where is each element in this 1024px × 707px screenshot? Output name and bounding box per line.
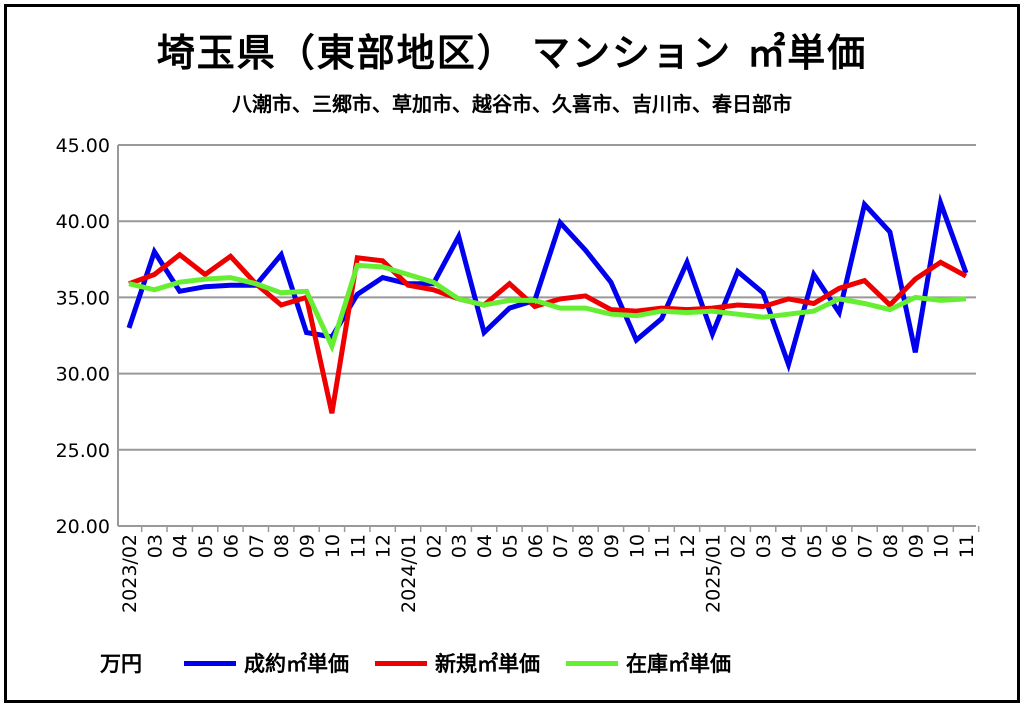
x-tick-label: 08	[880, 534, 902, 558]
legend-item: 新規㎡単価	[375, 648, 540, 678]
legend-label: 新規㎡単価	[435, 652, 540, 676]
x-tick-label: 06	[829, 534, 851, 558]
x-tick-label: 06	[220, 534, 242, 558]
x-tick-label: 07	[246, 534, 268, 558]
legend-swatch	[375, 660, 427, 666]
legend: 万円 成約㎡単価 新規㎡単価 在庫㎡単価	[100, 648, 757, 678]
y-tick-label: 30.00	[56, 364, 110, 386]
x-tick-label: 11	[956, 534, 978, 558]
x-tick-label: 07	[550, 534, 572, 558]
x-tick-label: 08	[271, 534, 293, 558]
y-tick-label: 20.00	[56, 516, 110, 538]
x-tick-label: 02	[423, 534, 445, 558]
x-tick-label: 05	[195, 534, 217, 558]
x-tick-label: 03	[449, 534, 471, 558]
x-tick-label: 02	[728, 534, 750, 558]
chart-title: 埼玉県（東部地区） マンション ㎡単価	[156, 31, 868, 75]
legend-swatch	[566, 660, 618, 666]
x-tick-label: 07	[855, 534, 877, 558]
legend-swatch	[184, 660, 236, 666]
x-tick-label: 09	[601, 534, 623, 558]
x-tick-label: 03	[144, 534, 166, 558]
x-tick-label: 05	[499, 534, 521, 558]
y-tick-label: 35.00	[56, 287, 110, 309]
legend-label: 在庫㎡単価	[626, 652, 731, 676]
x-tick-label: 2025/01	[702, 534, 724, 613]
legend-label: 成約㎡単価	[244, 652, 349, 676]
x-tick-label: 10	[322, 534, 344, 558]
legend-item: 在庫㎡単価	[566, 648, 731, 678]
x-tick-label: 10	[931, 534, 953, 558]
y-tick-label: 45.00	[56, 135, 110, 157]
x-tick-label: 11	[652, 534, 674, 558]
series-line-2	[128, 262, 967, 354]
x-tick-label: 08	[576, 534, 598, 558]
x-tick-label: 04	[778, 534, 800, 558]
chart-frame	[4, 4, 1020, 703]
x-tick-label: 10	[626, 534, 648, 558]
x-tick-label: 03	[753, 534, 775, 558]
x-tick-label: 09	[297, 534, 319, 558]
x-tick-label: 05	[804, 534, 826, 558]
chart-subtitle: 八潮市、三郷市、草加市、越谷市、久喜市、吉川市、春日部市	[232, 92, 792, 116]
series-line-1	[128, 251, 968, 414]
x-tick-label: 2023/02	[119, 534, 141, 613]
x-tick-label: 12	[677, 534, 699, 558]
x-tick-label: 04	[170, 534, 192, 558]
legend-item: 成約㎡単価	[184, 648, 349, 678]
x-tick-label: 09	[905, 534, 927, 558]
unit-label: 万円	[100, 652, 142, 676]
x-tick-label: 12	[373, 534, 395, 558]
y-tick-label: 25.00	[56, 440, 110, 462]
y-tick-label: 40.00	[56, 211, 110, 233]
x-tick-label: 2024/01	[398, 534, 420, 613]
x-tick-label: 11	[347, 534, 369, 558]
x-tick-label: 04	[474, 534, 496, 558]
x-tick-label: 06	[525, 534, 547, 558]
